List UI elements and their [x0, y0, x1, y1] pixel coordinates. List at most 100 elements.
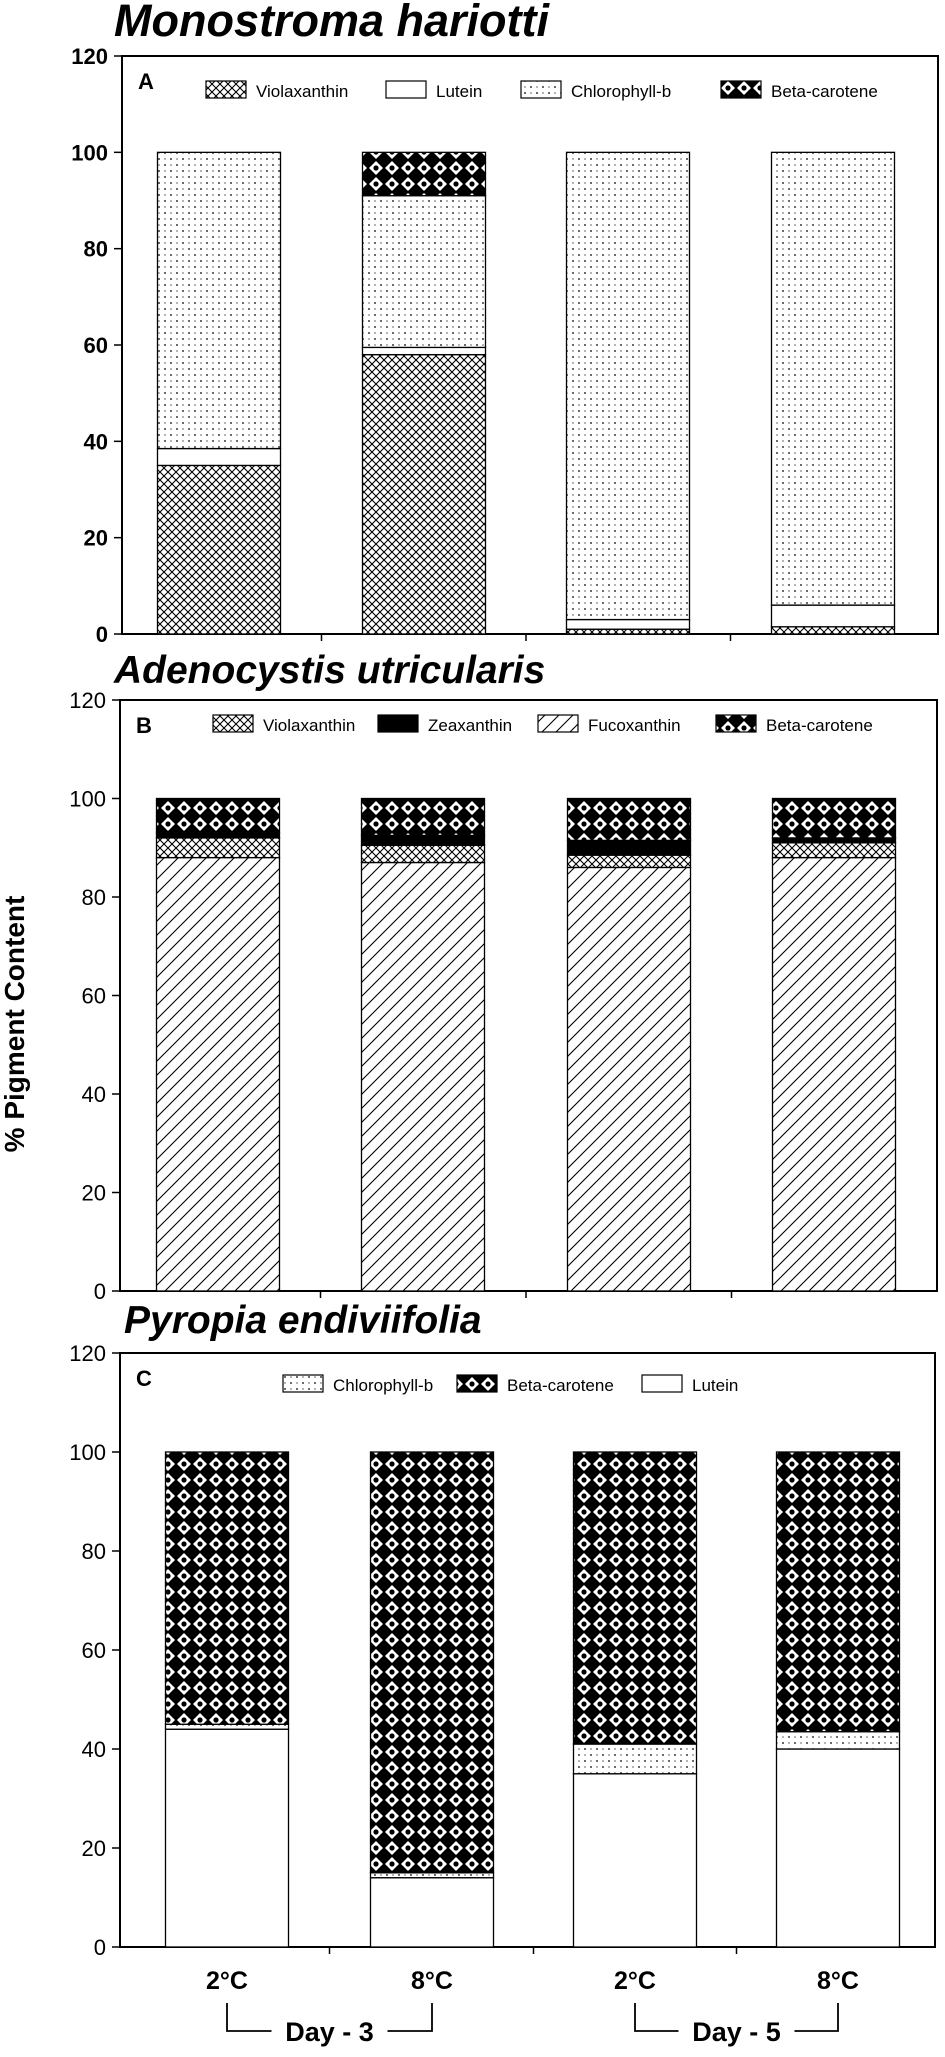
bar-segment-chlorophyll-b: [565, 151, 691, 621]
panel-label: C: [136, 1366, 152, 1391]
bar-segment-violaxanthin: [770, 626, 896, 635]
x-tick-label: 8°C: [411, 1967, 453, 1995]
legend-label: Chlorophyll-b: [571, 82, 671, 101]
y-tick-label: 120: [71, 44, 108, 69]
bar-segment-violaxanthin: [360, 844, 486, 864]
legend-swatch: [385, 80, 427, 99]
bar-segment-beta-carotene: [572, 1451, 698, 1745]
bar-segment-chlorophyll-b: [164, 1723, 290, 1730]
legend-label: Fucoxanthin: [588, 716, 681, 735]
y-tick-label: 60: [82, 1638, 106, 1663]
y-tick-label: 20: [84, 526, 108, 551]
bar-segment-chlorophyll-b: [361, 195, 487, 349]
bar-segment-violaxanthin: [566, 854, 692, 869]
bar-segment-zeaxanthin: [771, 837, 897, 844]
bar-segment-zeaxanthin: [360, 834, 486, 846]
y-tick-label: 40: [82, 1737, 106, 1762]
y-tick-label: 60: [84, 333, 108, 358]
y-tick-label: 120: [69, 1341, 106, 1366]
y-tick-label: 40: [84, 429, 108, 454]
bar-segment-lutein: [156, 447, 282, 467]
y-tick-label: 20: [82, 1836, 106, 1861]
legend-label: Chlorophyll-b: [333, 1376, 433, 1395]
bar-segment-chlorophyll-b: [156, 151, 282, 450]
group-bracket: [634, 2003, 839, 2032]
chart-panel-a: Monostroma hariotti A 0 20 40 60 80 100 120 Viola…: [71, 0, 939, 647]
y-tick-label: 60: [82, 984, 106, 1009]
y-tick-label: 0: [94, 1935, 106, 1960]
bar-segment-fucoxanthin: [155, 856, 281, 1292]
y-tick-label: 0: [96, 622, 108, 647]
y-tick-label: 100: [69, 787, 106, 812]
y-tick-label: 100: [69, 1440, 106, 1465]
bar-segment-fucoxanthin: [360, 861, 486, 1292]
bar-segment-zeaxanthin: [566, 839, 692, 856]
bar-segment-beta-carotene: [566, 797, 692, 842]
bar-segment-lutein: [572, 1773, 698, 1948]
y-axis-label: % Pigment Content: [0, 896, 30, 1153]
chart-panel-c: Pyropia endiviifolia C 0 20 40 60 80 100 120 Chlo…: [69, 1299, 936, 2047]
bar-segment-lutein: [361, 346, 487, 356]
bar-segment-violaxanthin: [361, 353, 487, 635]
legend-swatch: [520, 80, 562, 99]
bar-segment-violaxanthin: [565, 628, 691, 635]
chart-title: Adenocystis utricularis: [113, 649, 545, 692]
legend-label: Violaxanthin: [263, 716, 355, 735]
group-label: Day - 5: [692, 2017, 781, 2047]
x-tick-label: 2°C: [206, 1967, 248, 1995]
y-tick-label: 100: [71, 140, 108, 165]
y-tick-label: 80: [84, 237, 108, 262]
bar-segment-violaxanthin: [155, 837, 281, 859]
panel-label: A: [138, 69, 154, 94]
y-tick-label: 120: [69, 688, 106, 713]
chart-panel-b: Adenocystis utricularis B 0 20 40 60 80 100 120 V…: [69, 649, 938, 1304]
x-tick-label: 8°C: [817, 1967, 859, 1995]
bar-segment-lutein: [565, 618, 691, 630]
legend-label: Beta-carotene: [507, 1376, 614, 1395]
panel-label: B: [136, 713, 152, 738]
legend-label: Zeaxanthin: [428, 716, 512, 735]
legend-label: Beta-carotene: [766, 716, 873, 735]
legend-swatch: [641, 1374, 683, 1393]
chart-title: Pyropia endiviifolia: [124, 1299, 482, 1342]
bar-segment-lutein: [164, 1728, 290, 1948]
bar-segment-beta-carotene: [164, 1451, 290, 1725]
group-bracket: [226, 2003, 433, 2032]
y-tick-label: 20: [82, 1181, 106, 1206]
bar-segment-lutein: [369, 1877, 495, 1948]
bar-segment-violaxanthin: [771, 842, 897, 859]
bar-segment-chlorophyll-b: [572, 1743, 698, 1775]
bar-segment-beta-carotene: [155, 797, 281, 834]
bar-segment-beta-carotene: [360, 797, 486, 837]
bar-segment-violaxanthin: [156, 464, 282, 635]
legend-swatch: [456, 1374, 498, 1393]
legend-label: Lutein: [436, 82, 482, 101]
group-label: Day - 3: [285, 2017, 374, 2047]
bar-segment-fucoxanthin: [566, 866, 692, 1292]
bar-segment-chlorophyll-b: [775, 1731, 901, 1750]
bar-segment-lutein: [770, 604, 896, 628]
bar-segment-beta-carotene: [361, 151, 487, 197]
y-tick-label: 80: [82, 885, 106, 910]
chart-title: Monostroma hariotti: [114, 0, 550, 46]
bar-segment-beta-carotene: [771, 797, 897, 839]
bar-segment-chlorophyll-b: [770, 151, 896, 606]
y-tick-label: 80: [82, 1539, 106, 1564]
bar-segment-beta-carotene: [775, 1451, 901, 1733]
legend-swatch: [537, 714, 579, 733]
legend-label: Beta-carotene: [771, 82, 878, 101]
legend-swatch: [377, 714, 419, 733]
bar-segment-chlorophyll-b: [369, 1872, 495, 1879]
legend-swatch: [205, 80, 247, 99]
y-tick-label: 0: [94, 1279, 106, 1304]
bar-segment-zeaxanthin: [155, 832, 281, 839]
legend-label: Lutein: [692, 1376, 738, 1395]
bar-segment-beta-carotene: [369, 1451, 495, 1874]
bar-segment-lutein: [775, 1748, 901, 1948]
legend-label: Violaxanthin: [256, 82, 348, 101]
bar-segment-fucoxanthin: [771, 856, 897, 1292]
legend-swatch: [212, 714, 254, 733]
legend-swatch: [715, 714, 757, 733]
